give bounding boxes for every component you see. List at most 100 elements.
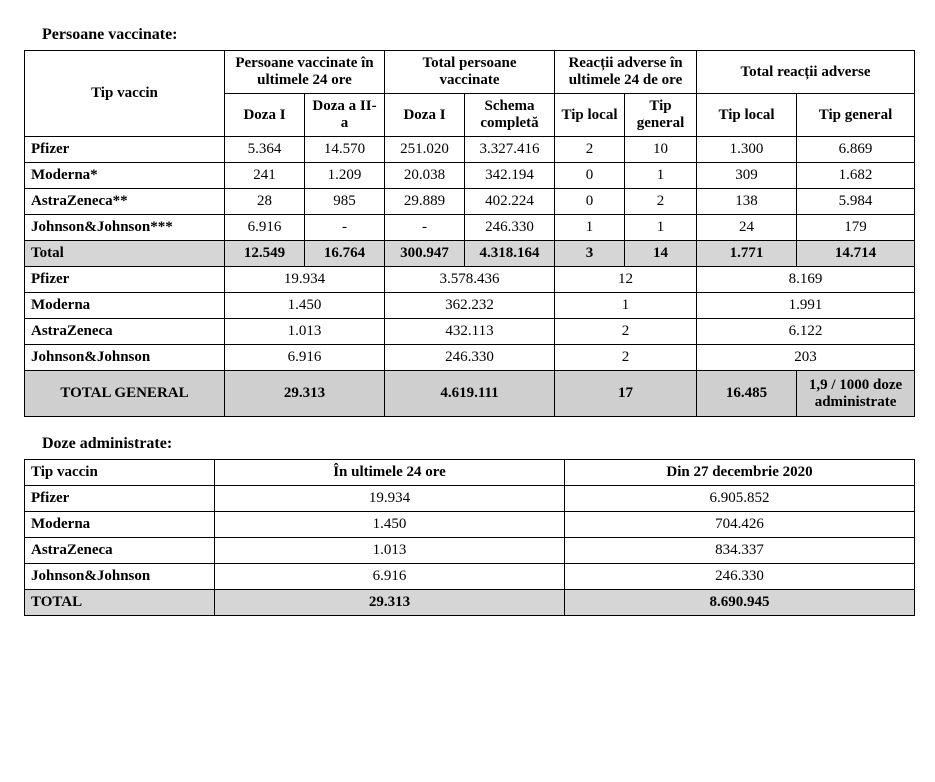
cell-name: Moderna bbox=[25, 293, 225, 319]
table-row: Johnson&Johnson*** 6.916 - - 246.330 1 1… bbox=[25, 215, 915, 241]
cell: 6.916 bbox=[225, 215, 305, 241]
cell-name: TOTAL bbox=[25, 590, 215, 616]
table-persoane-vaccinate: Tip vaccin Persoane vaccinate în ultimel… bbox=[24, 50, 915, 417]
cell: 432.113 bbox=[385, 319, 555, 345]
cell: 1 bbox=[625, 163, 697, 189]
table-row-total: TOTAL 29.313 8.690.945 bbox=[25, 590, 915, 616]
cell: 0 bbox=[555, 189, 625, 215]
cell-name: Moderna* bbox=[25, 163, 225, 189]
cell: 14 bbox=[625, 241, 697, 267]
cell: 6.905.852 bbox=[565, 486, 915, 512]
cell: 3.327.416 bbox=[465, 137, 555, 163]
cell: 16.764 bbox=[305, 241, 385, 267]
cell: 834.337 bbox=[565, 538, 915, 564]
cell: 2 bbox=[625, 189, 697, 215]
cell-name: TOTAL GENERAL bbox=[25, 371, 225, 417]
cell: 1.013 bbox=[225, 319, 385, 345]
th-reactii-24h: Reacții adverse în ultimele 24 de ore bbox=[555, 51, 697, 94]
cell: 14.570 bbox=[305, 137, 385, 163]
cell-name: AstraZeneca bbox=[25, 538, 215, 564]
th-tip-local-b: Tip local bbox=[697, 94, 797, 137]
cell: 241 bbox=[225, 163, 305, 189]
th-tip-vaccin: Tip vaccin bbox=[25, 51, 225, 137]
cell: 6.869 bbox=[797, 137, 915, 163]
cell: 246.330 bbox=[565, 564, 915, 590]
table-row-total: Total 12.549 16.764 300.947 4.318.164 3 … bbox=[25, 241, 915, 267]
cell: 251.020 bbox=[385, 137, 465, 163]
cell-name: Pfizer bbox=[25, 137, 225, 163]
table-row-summary: Pfizer 19.934 3.578.436 12 8.169 bbox=[25, 267, 915, 293]
table2-body: Pfizer 19.934 6.905.852 Moderna 1.450 70… bbox=[25, 486, 915, 616]
cell: 2 bbox=[555, 319, 697, 345]
th-tip-general-b: Tip general bbox=[797, 94, 915, 137]
cell: 1.771 bbox=[697, 241, 797, 267]
cell: 309 bbox=[697, 163, 797, 189]
cell: 1.013 bbox=[215, 538, 565, 564]
th-total-pers: Total persoane vaccinate bbox=[385, 51, 555, 94]
cell: 28 bbox=[225, 189, 305, 215]
table-row: Johnson&Johnson 6.916 246.330 bbox=[25, 564, 915, 590]
cell: 300.947 bbox=[385, 241, 465, 267]
cell: 1 bbox=[555, 215, 625, 241]
cell: 6.916 bbox=[225, 345, 385, 371]
section-title-doze: Doze administrate: bbox=[42, 435, 909, 453]
cell: 8.690.945 bbox=[565, 590, 915, 616]
cell: 20.038 bbox=[385, 163, 465, 189]
cell-name: Johnson&Johnson*** bbox=[25, 215, 225, 241]
cell: - bbox=[385, 215, 465, 241]
table-row: Moderna* 241 1.209 20.038 342.194 0 1 30… bbox=[25, 163, 915, 189]
th-schema: Schema completă bbox=[465, 94, 555, 137]
cell: 1.682 bbox=[797, 163, 915, 189]
table-row: AstraZeneca** 28 985 29.889 402.224 0 2 … bbox=[25, 189, 915, 215]
cell: 1.209 bbox=[305, 163, 385, 189]
th-since: Din 27 decembrie 2020 bbox=[565, 460, 915, 486]
th-tip-local-a: Tip local bbox=[555, 94, 625, 137]
cell: 1,9 / 1000 doze administrate bbox=[797, 371, 915, 417]
th-total-reactii: Total reacții adverse bbox=[697, 51, 915, 94]
th-tip-vaccin: Tip vaccin bbox=[25, 460, 215, 486]
cell: 12.549 bbox=[225, 241, 305, 267]
cell: 704.426 bbox=[565, 512, 915, 538]
th-24h: În ultimele 24 ore bbox=[215, 460, 565, 486]
cell-name: AstraZeneca** bbox=[25, 189, 225, 215]
table1-body: Pfizer 5.364 14.570 251.020 3.327.416 2 … bbox=[25, 137, 915, 417]
table-row: Pfizer 19.934 6.905.852 bbox=[25, 486, 915, 512]
cell-name: Johnson&Johnson bbox=[25, 564, 215, 590]
cell: 203 bbox=[697, 345, 915, 371]
cell: 24 bbox=[697, 215, 797, 241]
cell: 14.714 bbox=[797, 241, 915, 267]
cell-name: Johnson&Johnson bbox=[25, 345, 225, 371]
cell: 19.934 bbox=[215, 486, 565, 512]
table-doze-administrate: Tip vaccin În ultimele 24 ore Din 27 dec… bbox=[24, 459, 915, 616]
table-row-summary: Moderna 1.450 362.232 1 1.991 bbox=[25, 293, 915, 319]
cell: 179 bbox=[797, 215, 915, 241]
th-doza2: Doza a II-a bbox=[305, 94, 385, 137]
cell: 8.169 bbox=[697, 267, 915, 293]
cell: 138 bbox=[697, 189, 797, 215]
table-row: Pfizer 5.364 14.570 251.020 3.327.416 2 … bbox=[25, 137, 915, 163]
cell: 1.450 bbox=[225, 293, 385, 319]
cell: 17 bbox=[555, 371, 697, 417]
table-row-summary: Johnson&Johnson 6.916 246.330 2 203 bbox=[25, 345, 915, 371]
cell: 362.232 bbox=[385, 293, 555, 319]
cell-name: Moderna bbox=[25, 512, 215, 538]
th-pers-24h: Persoane vaccinate în ultimele 24 ore bbox=[225, 51, 385, 94]
cell: 6.122 bbox=[697, 319, 915, 345]
cell: 1.300 bbox=[697, 137, 797, 163]
cell: 10 bbox=[625, 137, 697, 163]
cell-name: Pfizer bbox=[25, 486, 215, 512]
cell: 3.578.436 bbox=[385, 267, 555, 293]
cell: 1 bbox=[625, 215, 697, 241]
cell: - bbox=[305, 215, 385, 241]
cell: 3 bbox=[555, 241, 625, 267]
cell: 5.364 bbox=[225, 137, 305, 163]
table-row: AstraZeneca 1.013 834.337 bbox=[25, 538, 915, 564]
table-row-grand-total: TOTAL GENERAL 29.313 4.619.111 17 16.485… bbox=[25, 371, 915, 417]
cell: 29.889 bbox=[385, 189, 465, 215]
section-title-persoane: Persoane vaccinate: bbox=[42, 26, 909, 44]
cell: 402.224 bbox=[465, 189, 555, 215]
table-row-summary: AstraZeneca 1.013 432.113 2 6.122 bbox=[25, 319, 915, 345]
cell: 246.330 bbox=[385, 345, 555, 371]
cell: 16.485 bbox=[697, 371, 797, 417]
cell: 29.313 bbox=[215, 590, 565, 616]
